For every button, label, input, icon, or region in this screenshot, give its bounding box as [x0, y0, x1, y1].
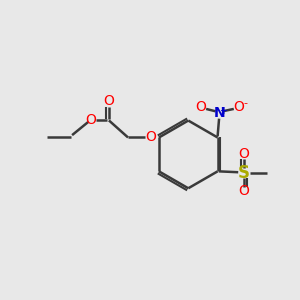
- Text: O: O: [103, 94, 114, 108]
- Text: O: O: [145, 130, 156, 145]
- Text: -: -: [244, 98, 248, 108]
- Text: O: O: [85, 113, 96, 128]
- Text: O: O: [195, 100, 206, 114]
- Text: O: O: [239, 147, 250, 161]
- Text: S: S: [238, 164, 250, 182]
- Text: +: +: [220, 106, 227, 116]
- Text: O: O: [239, 184, 250, 198]
- Text: O: O: [234, 100, 244, 114]
- Text: N: N: [213, 106, 225, 120]
